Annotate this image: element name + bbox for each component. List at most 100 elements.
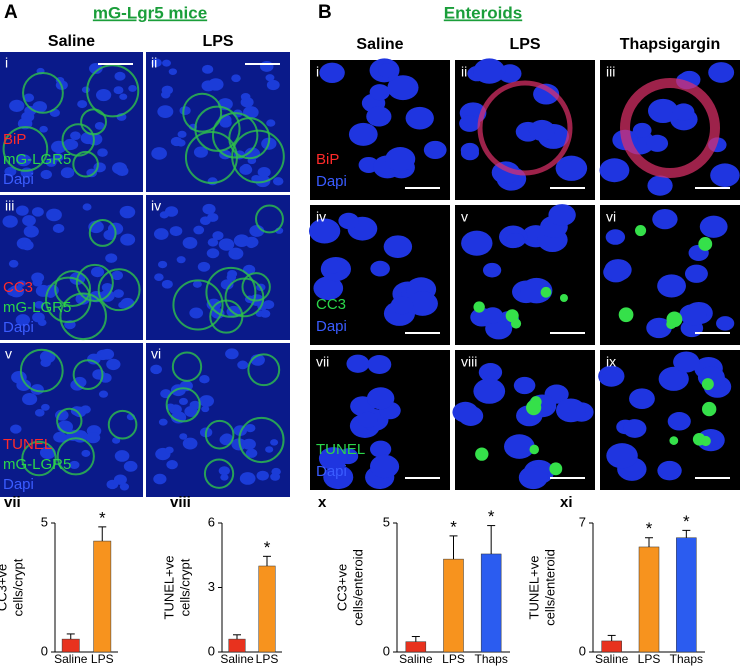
micrograph [146,343,290,497]
nucleus [212,231,224,241]
bar [228,638,246,653]
x-tick-label: Thaps [670,652,703,666]
nucleus [657,460,682,481]
error-bar [411,636,420,642]
nucleus [46,208,62,222]
crypt-outline [59,292,107,341]
stain-label: mG-LGR5 [3,456,71,473]
error-bar [682,529,691,538]
crypt-outline [241,272,271,302]
y-axis-label: cells/crypt [177,558,192,616]
stain-label: Dapi [316,463,347,480]
nucleus [193,225,205,235]
nucleus [23,225,39,238]
crypt-outline [204,419,235,450]
crypt-outline [19,348,64,393]
panel-letter: B [318,2,332,23]
crypt-outline [86,64,140,118]
y-axis-label: cells/crypt [10,558,25,616]
significance-star: * [450,517,457,536]
nucleus [178,397,188,405]
stain-label: BiP [316,151,339,168]
x-tick-label: LPS [442,652,465,666]
nucleus [478,362,503,382]
nucleus [119,205,136,219]
nucleus [94,122,105,130]
nucleus [369,454,400,479]
crypt-outline [165,387,201,423]
bar [258,565,276,653]
nucleus [218,466,230,476]
nucleus [461,230,493,256]
nucleus [242,438,256,450]
nucleus [77,100,88,109]
nucleus [225,348,239,360]
x-tick-label: Saline [399,652,433,666]
chart-panel-label: xi [560,494,573,511]
error-bar [645,537,653,547]
nucleus [179,106,191,116]
nucleus [8,259,19,268]
chart-panel-label: x [318,494,327,511]
nucleus [201,405,210,413]
nucleus [46,290,56,298]
nucleus [161,279,173,289]
bar [443,558,464,653]
nucleus [244,236,259,248]
nucleus [21,240,34,251]
nucleus [70,131,81,140]
nucleus [237,360,249,370]
nucleus [266,119,276,127]
nucleus [313,276,344,301]
nucleus [82,203,92,211]
nucleus [153,228,169,240]
nucleus [383,235,413,259]
panel-label: i [316,64,319,80]
nucleus [199,375,210,384]
x-tick-label: Saline [220,652,254,666]
nucleus [323,465,354,490]
nucleus [88,220,104,234]
panel-label: ix [606,354,616,370]
nucleus [151,58,162,67]
nucleus [604,259,632,281]
nucleus [41,353,50,361]
nucleus [221,433,233,443]
nucleus [100,348,115,360]
nucleus [623,419,647,438]
apoptotic-cell [701,401,717,417]
nucleus [179,433,188,440]
nucleus [158,418,168,426]
nucleus [169,404,182,415]
nucleus [119,483,130,491]
y-axis-label: CC3+ve [334,564,349,611]
nucleus [555,155,588,181]
nucleus [39,446,56,460]
nucleus [257,166,271,178]
x-tick-label: LPS [91,652,114,666]
apoptotic-cell [505,309,519,323]
apoptotic-cell [540,286,552,298]
y-axis-label: CC3+ve [0,564,9,611]
nucleus [228,247,244,260]
panel-label: iii [5,198,14,214]
nucleus [111,270,124,281]
nucleus [40,169,52,180]
apoptotic-cell [559,294,568,303]
crypt-outline [72,150,99,178]
nucleus [533,83,560,105]
nucleus [504,434,535,459]
nucleus [197,261,211,272]
nucleus [239,164,253,175]
nucleus [658,366,689,391]
nucleus [378,62,397,78]
nucleus [673,351,700,373]
x-tick-label: LPS [638,652,661,666]
nucleus [105,253,118,263]
stain-label: BiP [3,131,26,148]
nucleus [513,376,536,395]
x-tick-label: LPS [256,652,279,666]
nucleus [265,74,275,82]
apoptotic-cell [526,399,542,416]
